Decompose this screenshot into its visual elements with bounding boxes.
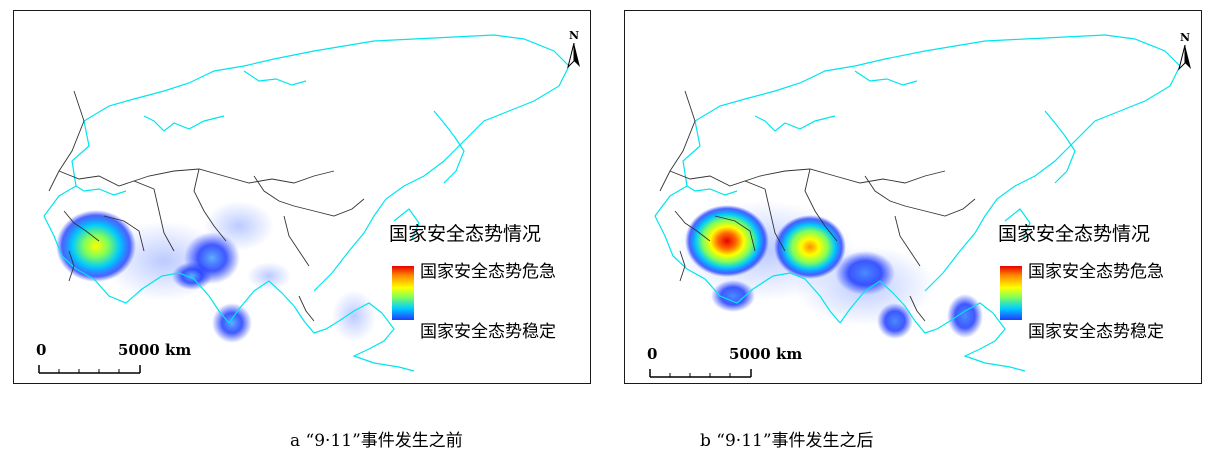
heat-blob xyxy=(947,294,983,338)
heat-blob-hot xyxy=(685,205,769,277)
map-panel-before: N 国家安全态势情况 国家安全态势危急 国家安全态势稳定 0 5000 km xyxy=(13,10,591,384)
coastline xyxy=(654,34,1181,372)
north-label: N xyxy=(569,29,580,42)
legend-title: 国家安全态势情况 xyxy=(998,223,1151,245)
country-borders xyxy=(659,90,976,322)
heat-blob xyxy=(172,262,212,290)
caption-after: b “9·11”事件发生之后 xyxy=(700,431,874,451)
north-label: N xyxy=(1180,31,1191,44)
north-arrow-icon: N xyxy=(562,29,586,73)
map-canvas-after xyxy=(654,34,1181,372)
heat-blob xyxy=(877,303,913,339)
coastline xyxy=(43,34,570,372)
scale-zero-label: 0 xyxy=(36,341,47,359)
scale-bar-icon: 0 5000 km xyxy=(36,341,191,374)
scale-bar-icon: 0 5000 km xyxy=(647,345,802,378)
map-canvas-before xyxy=(43,34,570,372)
north-arrow-icon: N xyxy=(1173,31,1197,75)
legend-high-label: 国家安全态势危急 xyxy=(420,262,556,282)
heat-blob xyxy=(332,290,376,342)
heat-blob xyxy=(212,303,252,343)
heat-blob-hot xyxy=(56,210,136,282)
heat-blob xyxy=(247,262,291,290)
legend-color-ramp xyxy=(392,266,414,320)
scale-zero-label: 0 xyxy=(647,345,658,363)
legend-low-label: 国家安全态势稳定 xyxy=(1028,322,1164,342)
heat-blob xyxy=(835,251,895,295)
legend-low-label: 国家安全态势稳定 xyxy=(420,322,556,342)
heat-blob-hot xyxy=(774,215,846,279)
map-panel-after: N 国家安全态势情况 国家安全态势危急 国家安全态势稳定 0 5000 km xyxy=(624,10,1202,384)
caption-before: a “9·11”事件发生之前 xyxy=(290,431,463,451)
scale-distance-label: 5000 km xyxy=(729,345,803,363)
scale-distance-label: 5000 km xyxy=(118,341,192,359)
country-borders xyxy=(48,90,365,322)
legend-high-label: 国家安全态势危急 xyxy=(1028,262,1164,282)
heat-blob xyxy=(711,280,755,312)
legend-title: 国家安全态势情况 xyxy=(389,223,542,245)
legend-color-ramp xyxy=(1000,266,1022,320)
